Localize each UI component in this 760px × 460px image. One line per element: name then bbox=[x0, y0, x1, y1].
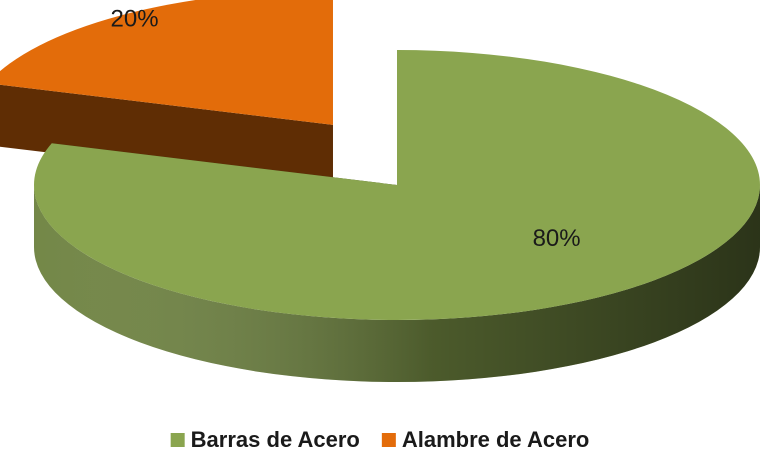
pie: 80% 20% bbox=[0, 0, 760, 382]
data-label: 20% bbox=[111, 5, 159, 32]
legend-swatch bbox=[381, 433, 396, 447]
legend: Barras de Acero Alambre de Acero bbox=[170, 427, 589, 452]
legend-label: Barras de Acero bbox=[191, 427, 360, 452]
slice bbox=[33, 50, 760, 320]
data-label: 80% bbox=[533, 225, 581, 252]
slice-side-shade bbox=[34, 185, 760, 382]
slice bbox=[0, 0, 333, 125]
slice-wall bbox=[0, 84, 333, 187]
legend-swatch bbox=[170, 433, 185, 447]
legend-label: Alambre de Acero bbox=[402, 427, 589, 452]
